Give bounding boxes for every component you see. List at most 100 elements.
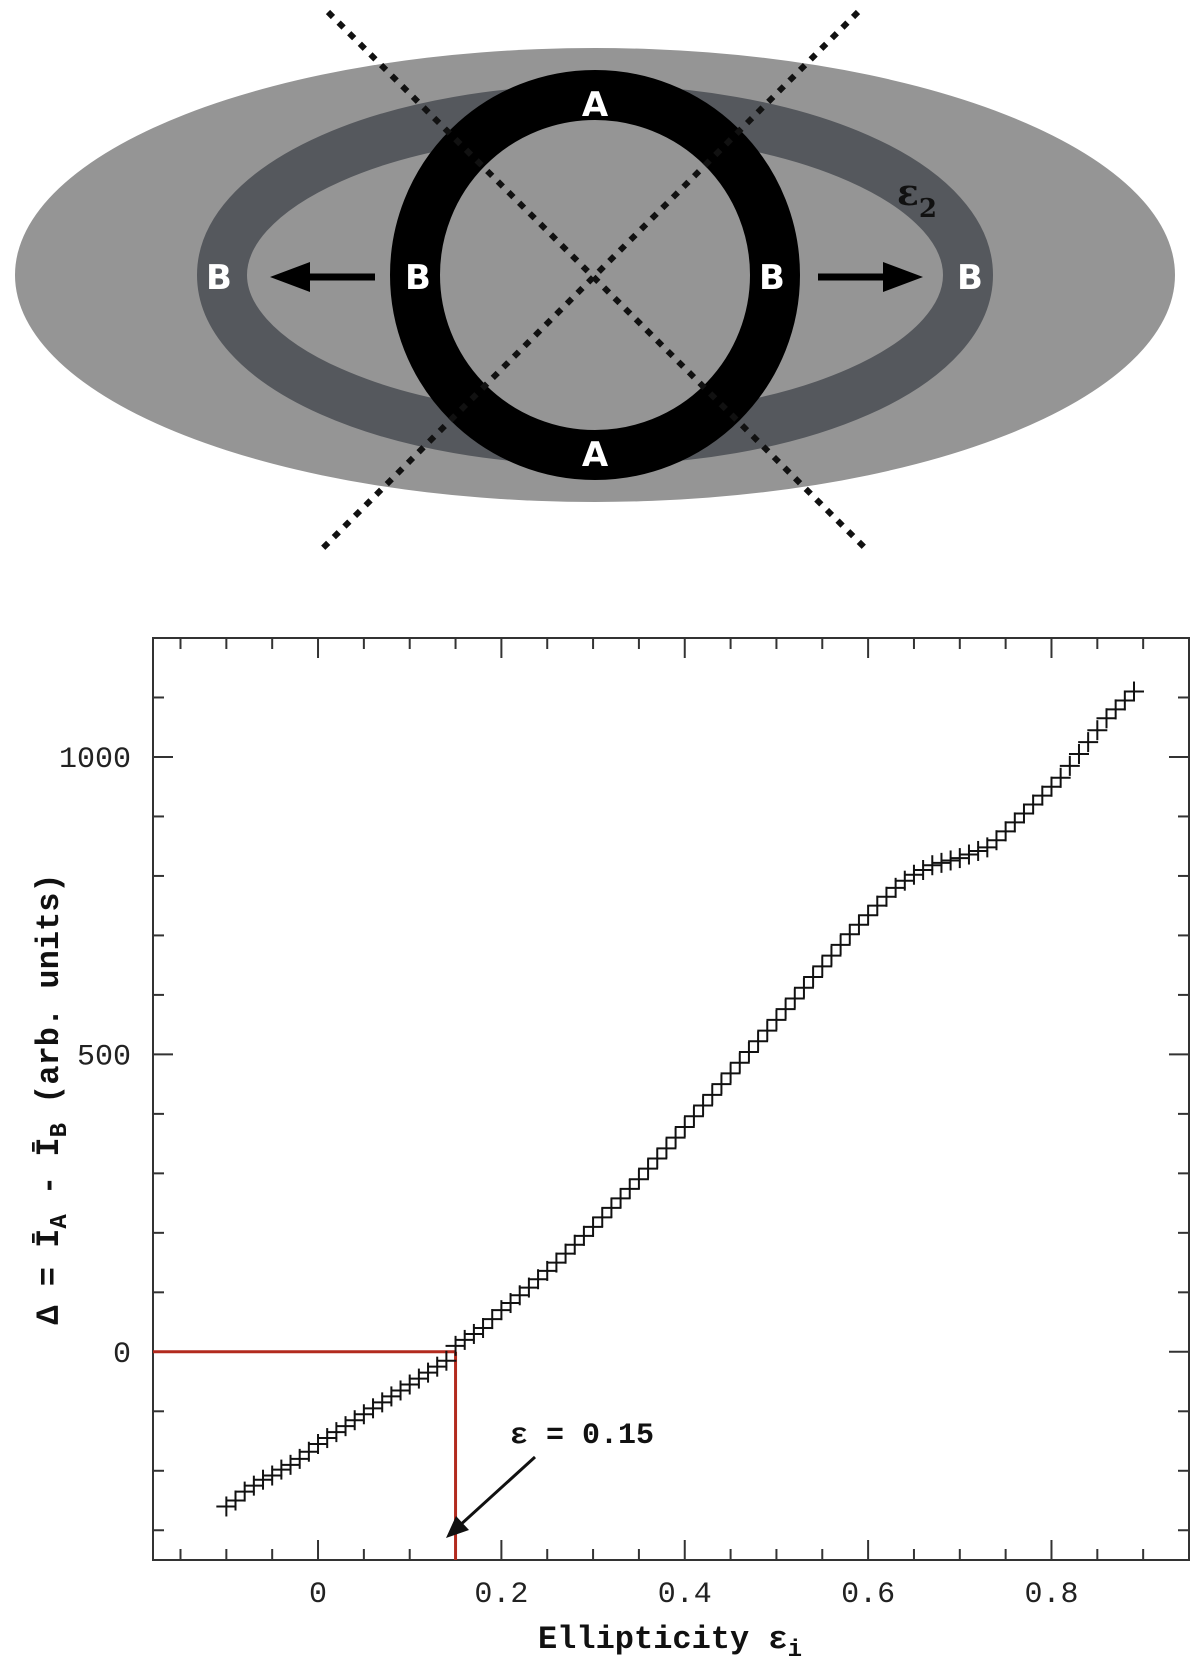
data-point bbox=[1004, 812, 1025, 833]
data-point bbox=[931, 852, 952, 873]
data-point bbox=[766, 1009, 787, 1030]
dotted-diagonal-1 bbox=[325, 9, 869, 552]
ellipticity-diagram: A A B B B B ε2 bbox=[15, 9, 1175, 552]
label-a-bottom: A bbox=[582, 435, 609, 475]
data-point bbox=[1059, 755, 1080, 776]
data-point bbox=[729, 1052, 750, 1073]
data-point bbox=[473, 1318, 494, 1339]
data-point bbox=[610, 1188, 631, 1209]
axis-ticks bbox=[153, 637, 1190, 1560]
label-b-inner-left: B bbox=[405, 258, 431, 298]
label-b-inner-right: B bbox=[759, 258, 785, 298]
chart: 0 0.2 0.4 0.6 0.8 0 500 1000 ε = 0.15 Elliptic… bbox=[31, 637, 1190, 1664]
data-point bbox=[482, 1309, 503, 1330]
data-point bbox=[711, 1074, 732, 1095]
x-tick-label: 0.4 bbox=[658, 1578, 712, 1612]
data-point bbox=[1105, 699, 1126, 720]
data-point bbox=[638, 1158, 659, 1179]
data-point bbox=[830, 934, 851, 955]
y-tick-label: 0 bbox=[113, 1338, 131, 1372]
data-point bbox=[839, 924, 860, 945]
label-b-outer-right: B bbox=[957, 258, 983, 298]
data-point bbox=[1013, 803, 1034, 824]
plot-frame bbox=[152, 637, 1190, 1561]
data-point bbox=[528, 1269, 549, 1290]
annotation-arrow-head bbox=[446, 1516, 469, 1538]
thick-ring bbox=[390, 70, 800, 480]
data-point bbox=[1041, 776, 1062, 797]
y-axis-title: Δ = ĪA - ĪB (arb. units) bbox=[31, 873, 74, 1324]
data-point bbox=[821, 945, 842, 966]
data-point bbox=[848, 914, 869, 935]
data-point bbox=[876, 886, 897, 907]
data-point bbox=[738, 1042, 759, 1063]
data-point bbox=[656, 1138, 677, 1159]
dotted-diagonal-2 bbox=[319, 9, 861, 552]
data-point bbox=[665, 1127, 686, 1148]
data-point bbox=[775, 999, 796, 1020]
data-point bbox=[1023, 794, 1044, 815]
data-point bbox=[601, 1197, 622, 1218]
data-point bbox=[546, 1252, 567, 1273]
data-point bbox=[555, 1243, 576, 1264]
data-point bbox=[1123, 681, 1144, 702]
data-point bbox=[867, 895, 888, 916]
arrow-right bbox=[818, 262, 923, 292]
y-tick-labels: 0 500 1000 bbox=[59, 743, 131, 1372]
data-point bbox=[683, 1106, 704, 1127]
data-point bbox=[271, 1459, 292, 1480]
data-point bbox=[903, 864, 924, 885]
data-point bbox=[922, 855, 943, 876]
data-point bbox=[1068, 743, 1089, 764]
data-point bbox=[913, 859, 934, 880]
x-tick-label: 0.2 bbox=[474, 1578, 528, 1612]
data-point bbox=[858, 905, 879, 926]
data-point bbox=[509, 1285, 530, 1306]
data-point bbox=[702, 1084, 723, 1105]
data-point bbox=[592, 1207, 613, 1228]
data-point bbox=[1087, 720, 1108, 741]
annotation-arrow-shaft bbox=[456, 1455, 537, 1529]
data-point bbox=[986, 830, 1007, 851]
data-point bbox=[958, 844, 979, 865]
y-tick-label: 1000 bbox=[59, 743, 131, 777]
data-point bbox=[518, 1277, 539, 1298]
data-series bbox=[216, 681, 1144, 1517]
data-point bbox=[940, 850, 961, 871]
arrow-left bbox=[270, 262, 375, 292]
x-tick-labels: 0 0.2 0.4 0.6 0.8 bbox=[309, 1578, 1078, 1612]
data-point bbox=[298, 1441, 319, 1462]
annotation: ε = 0.15 bbox=[446, 1419, 654, 1538]
x-tick-label: 0.8 bbox=[1024, 1578, 1078, 1612]
data-point bbox=[583, 1216, 604, 1237]
data-point bbox=[253, 1469, 274, 1490]
data-point bbox=[995, 821, 1016, 842]
data-point bbox=[647, 1148, 668, 1169]
data-point bbox=[1050, 767, 1071, 788]
data-point bbox=[1032, 785, 1053, 806]
data-point bbox=[225, 1490, 246, 1511]
data-point bbox=[720, 1063, 741, 1084]
data-point bbox=[748, 1031, 769, 1052]
data-point bbox=[793, 977, 814, 998]
data-point bbox=[949, 848, 970, 869]
annotation-text: ε = 0.15 bbox=[510, 1419, 654, 1453]
data-point bbox=[1078, 732, 1099, 753]
data-point bbox=[537, 1260, 558, 1281]
data-point bbox=[628, 1169, 649, 1190]
data-point bbox=[968, 840, 989, 861]
data-point bbox=[500, 1293, 521, 1314]
label-a-top: A bbox=[582, 85, 609, 125]
data-point bbox=[784, 988, 805, 1009]
data-point bbox=[573, 1225, 594, 1246]
y-tick-label: 500 bbox=[77, 1040, 131, 1074]
data-point bbox=[757, 1020, 778, 1041]
data-point bbox=[812, 956, 833, 977]
data-point bbox=[693, 1095, 714, 1116]
data-point bbox=[1096, 708, 1117, 729]
label-epsilon-2: ε2 bbox=[897, 172, 937, 224]
data-point bbox=[674, 1116, 695, 1137]
label-b-outer-left: B bbox=[206, 258, 232, 298]
data-point bbox=[436, 1350, 457, 1371]
